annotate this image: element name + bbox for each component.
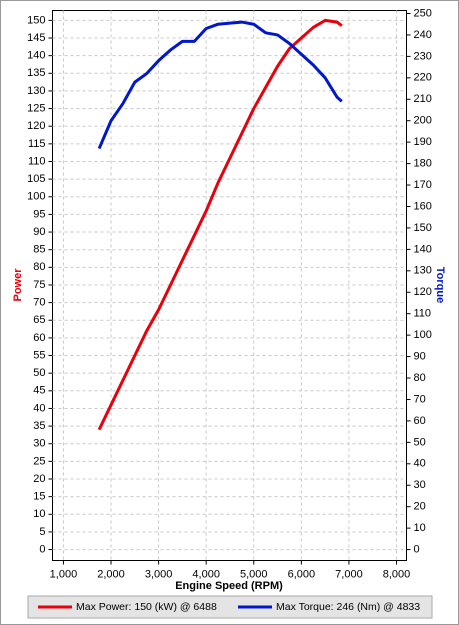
y-tick-label: 10	[33, 508, 45, 520]
y2-tick-label: 20	[414, 501, 426, 513]
legend	[27, 595, 433, 619]
y-tick-label: 15	[33, 491, 45, 503]
x-tick-label: 4,000	[192, 568, 220, 580]
y2-tick-label: 250	[414, 7, 432, 19]
y2-tick-label: 160	[414, 200, 432, 212]
y2-tick-label: 240	[414, 29, 432, 41]
y2-tick-label: 100	[414, 329, 432, 341]
y2-tick-label: 130	[414, 265, 432, 277]
x-tick-label: 7,000	[335, 568, 363, 580]
y-tick-label: 25	[33, 455, 45, 467]
series-line	[97, 20, 343, 150]
y-tick-label: 115	[28, 138, 46, 150]
y-tick-label: 5	[39, 526, 45, 538]
y2-tick-label: 150	[414, 222, 432, 234]
y2-tick-label: 140	[414, 243, 432, 255]
y-tick-label: 20	[33, 473, 45, 485]
y-tick-label: 55	[33, 349, 45, 361]
y-tick-label: 130	[27, 85, 45, 97]
y2-tick-label: 10	[414, 522, 426, 534]
y-tick-label: 110	[28, 155, 46, 167]
y2-tick-label: 190	[414, 136, 432, 148]
x-tick-label: 5,000	[240, 568, 268, 580]
y2-tick-label: 170	[414, 179, 432, 191]
y-tick-label: 60	[33, 332, 45, 344]
y-tick-label: 50	[33, 367, 45, 379]
y2-tick-label: 200	[414, 115, 432, 127]
y2-tick-label: 50	[414, 436, 426, 448]
y-tick-label: 125	[27, 102, 45, 114]
legend-label: Max Torque: 246 (Nm) @ 4833	[276, 601, 420, 613]
x-tick-label: 6,000	[288, 568, 316, 580]
y-axis-title: Power	[12, 268, 24, 302]
y2-tick-label: 80	[414, 372, 426, 384]
y2-tick-label: 210	[414, 93, 432, 105]
y-tick-label: 65	[33, 314, 45, 326]
legend-label: Max Power: 150 (kW) @ 6488	[76, 601, 217, 613]
y-tick-label: 75	[33, 279, 45, 291]
y-tick-label: 145	[27, 32, 45, 44]
y2-tick-label: 120	[414, 286, 432, 298]
x-tick-label: 2,000	[97, 568, 125, 580]
y-tick-label: 35	[33, 420, 45, 432]
y-tick-label: 100	[27, 191, 45, 203]
y2-tick-label: 180	[414, 158, 432, 170]
y2-tick-label: 230	[414, 50, 432, 62]
y-tick-label: 135	[27, 67, 45, 79]
x-tick-label: 8,000	[383, 568, 411, 580]
y-tick-label: 90	[33, 226, 45, 238]
y2-tick-label: 90	[414, 350, 426, 362]
y2-tick-label: 60	[414, 415, 426, 427]
x-axis-title: Engine Speed (RPM)	[175, 580, 283, 592]
y-tick-label: 85	[33, 244, 45, 256]
y-tick-label: 140	[27, 50, 45, 62]
y2-tick-label: 0	[414, 543, 420, 555]
y-tick-label: 95	[33, 208, 45, 220]
y2-tick-label: 70	[414, 393, 426, 405]
y-tick-label: 150	[27, 14, 45, 26]
y2-tick-label: 220	[414, 72, 432, 84]
x-tick-label: 1,000	[50, 568, 78, 580]
y-tick-label: 120	[27, 120, 45, 132]
plot-area	[52, 10, 407, 561]
y2-axis-title: Torque	[434, 267, 446, 303]
y-tick-label: 70	[33, 297, 45, 309]
y-tick-label: 45	[33, 385, 45, 397]
y-tick-label: 40	[33, 402, 45, 414]
y-tick-label: 105	[27, 173, 45, 185]
y-tick-label: 0	[39, 543, 45, 555]
y-tick-label: 80	[33, 261, 45, 273]
x-tick-label: 3,000	[145, 568, 173, 580]
y2-tick-label: 40	[414, 458, 426, 470]
y2-tick-label: 110	[414, 308, 432, 320]
series-line	[97, 18, 343, 431]
y-tick-label: 30	[33, 438, 45, 450]
y2-tick-label: 30	[414, 479, 426, 491]
